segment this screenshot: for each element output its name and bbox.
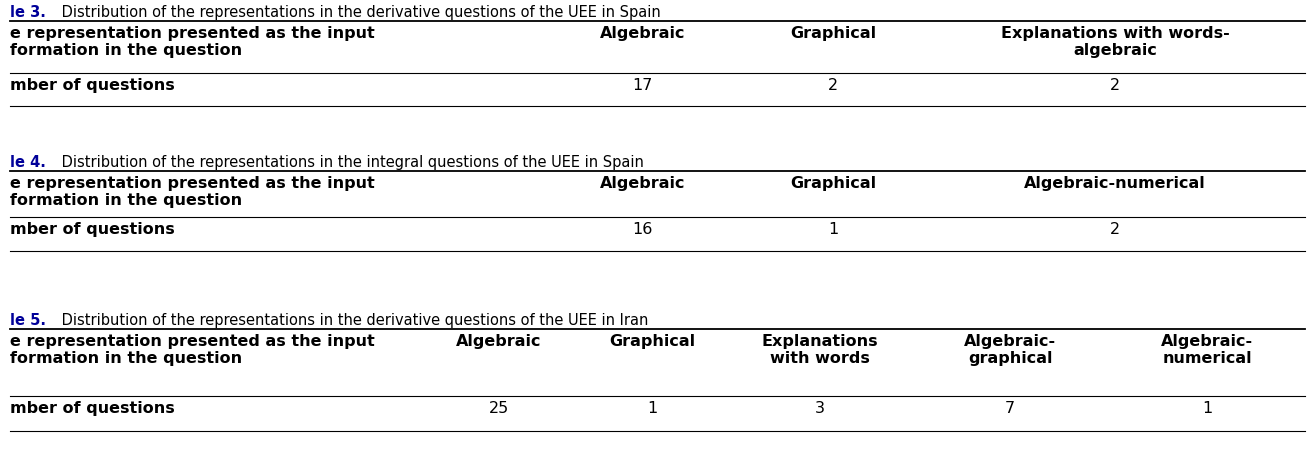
Text: Algebraic-
graphical: Algebraic- graphical bbox=[964, 333, 1056, 366]
Text: 25: 25 bbox=[488, 400, 509, 415]
Text: 2: 2 bbox=[1110, 221, 1120, 237]
Text: e representation presented as the input
formation in the question: e representation presented as the input … bbox=[10, 176, 375, 208]
Text: 1: 1 bbox=[1202, 400, 1212, 415]
Text: 3: 3 bbox=[815, 400, 825, 415]
Text: 1: 1 bbox=[648, 400, 657, 415]
Text: Algebraic-
numerical: Algebraic- numerical bbox=[1161, 333, 1253, 366]
Text: le 4.: le 4. bbox=[10, 155, 46, 169]
Text: Graphical: Graphical bbox=[790, 26, 876, 41]
Text: 2: 2 bbox=[828, 78, 838, 93]
Text: mber of questions: mber of questions bbox=[10, 400, 176, 415]
Text: Distribution of the representations in the integral questions of the UEE in Spai: Distribution of the representations in t… bbox=[56, 155, 644, 169]
Text: 16: 16 bbox=[632, 221, 653, 237]
Text: mber of questions: mber of questions bbox=[10, 221, 176, 237]
Text: e representation presented as the input
formation in the question: e representation presented as the input … bbox=[10, 26, 375, 58]
Text: Algebraic: Algebraic bbox=[455, 333, 542, 348]
Text: Explanations
with words: Explanations with words bbox=[762, 333, 878, 366]
Text: Algebraic: Algebraic bbox=[600, 26, 686, 41]
Text: le 3.: le 3. bbox=[10, 5, 46, 20]
Text: Explanations with words-
algebraic: Explanations with words- algebraic bbox=[1001, 26, 1229, 58]
Text: 7: 7 bbox=[1005, 400, 1015, 415]
Text: Algebraic-numerical: Algebraic-numerical bbox=[1025, 176, 1206, 190]
Text: 2: 2 bbox=[1110, 78, 1120, 93]
Text: mber of questions: mber of questions bbox=[10, 78, 176, 93]
Text: le 5.: le 5. bbox=[10, 312, 46, 327]
Text: Graphical: Graphical bbox=[610, 333, 695, 348]
Text: 17: 17 bbox=[632, 78, 653, 93]
Text: 1: 1 bbox=[828, 221, 838, 237]
Text: Distribution of the representations in the derivative questions of the UEE in Sp: Distribution of the representations in t… bbox=[56, 5, 660, 20]
Text: Algebraic: Algebraic bbox=[600, 176, 686, 190]
Text: Graphical: Graphical bbox=[790, 176, 876, 190]
Text: Distribution of the representations in the derivative questions of the UEE in Ir: Distribution of the representations in t… bbox=[56, 312, 648, 327]
Text: e representation presented as the input
formation in the question: e representation presented as the input … bbox=[10, 333, 375, 366]
